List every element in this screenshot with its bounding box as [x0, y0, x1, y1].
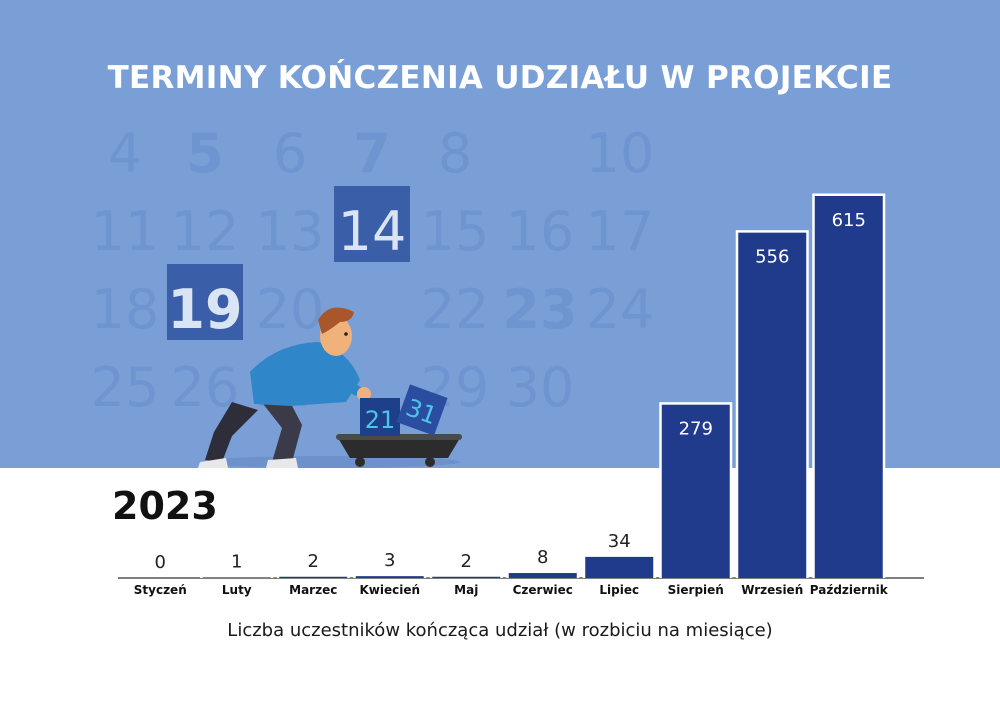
- data-label: 3: [384, 550, 395, 571]
- x-tick-label: Sierpień: [668, 583, 724, 597]
- chart-title: TERMINY KOŃCZENIA UDZIAŁU W PROJEKCIE: [107, 60, 893, 96]
- bar-outline: [429, 574, 503, 578]
- x-tick-label: Styczeń: [134, 583, 187, 597]
- x-tick-label: Kwiecień: [359, 583, 420, 597]
- x-tick-label: Luty: [222, 583, 252, 597]
- bar: [814, 196, 883, 578]
- calendar-day-26: 26: [171, 356, 240, 419]
- calendar-day-7: 7: [353, 122, 391, 185]
- calendar-day-5: 5: [186, 122, 224, 185]
- calendar-day-18: 18: [91, 278, 160, 341]
- data-label: 615: [832, 210, 866, 231]
- bar-outline: [200, 574, 274, 578]
- calendar-highlight-19: [167, 264, 243, 340]
- cart-box-31: [396, 384, 448, 436]
- x-tick-label: Czerwiec: [513, 583, 573, 597]
- x-axis-label: Liczba uczestników kończąca udział (w ro…: [227, 620, 773, 641]
- bar-outline: [353, 573, 427, 578]
- data-label: 34: [608, 531, 631, 552]
- calendar-day-8: 8: [438, 122, 472, 185]
- bar: [585, 556, 654, 578]
- data-label: 8: [537, 547, 548, 568]
- bar-outline: [276, 574, 350, 578]
- bar: [661, 404, 730, 578]
- calendar-highlight-14: [334, 186, 410, 262]
- calendar-day-30: 30: [506, 356, 575, 419]
- calendar-day-22: 22: [421, 278, 490, 341]
- calendar-day-12: 12: [171, 200, 240, 263]
- calendar-day-16: 16: [506, 200, 575, 263]
- calendar-day-19: 19: [167, 278, 242, 341]
- man-pushing-cart-illustration: 21 31: [198, 307, 462, 468]
- bar: [202, 577, 271, 578]
- data-label: 2: [308, 551, 319, 572]
- data-label: 2: [461, 551, 472, 572]
- calendar-day-25: 25: [91, 356, 160, 419]
- calendar-day-20: 20: [256, 278, 325, 341]
- cart-box-21: [360, 398, 400, 436]
- data-label: 1: [231, 551, 242, 572]
- data-label: 0: [155, 552, 166, 573]
- x-tick-label: Wrzesień: [741, 583, 803, 597]
- calendar-day-24: 24: [586, 278, 655, 341]
- calendar-day-23: 23: [502, 278, 577, 341]
- calendar-day-6: 6: [273, 122, 307, 185]
- calendar-day-17: 17: [586, 200, 655, 263]
- calendar-day-14: 14: [338, 200, 407, 263]
- cart-box-21-number: 21: [365, 406, 396, 434]
- x-tick-label: Październik: [810, 583, 889, 597]
- bar: [508, 573, 577, 578]
- calendar-day-11: 11: [91, 200, 160, 263]
- bar: [279, 576, 348, 578]
- x-tick-label: Marzec: [289, 583, 337, 597]
- calendar-day-13: 13: [256, 200, 325, 263]
- x-tick-label: Lipiec: [599, 583, 639, 597]
- data-label: 279: [679, 419, 713, 440]
- calendar-day-4: 4: [108, 122, 142, 185]
- data-label: 556: [755, 247, 789, 268]
- year-label: 2023: [112, 484, 218, 528]
- bars-group: 0 Styczeń 1 Luty 2 Marzec 3 Kwiecień 2 Maj 8 Czerwi…: [134, 193, 889, 597]
- bar: [738, 232, 807, 578]
- bar: [432, 576, 501, 578]
- calendar-day-10: 10: [586, 122, 655, 185]
- calendar-day-15: 15: [421, 200, 490, 263]
- bar: [355, 576, 424, 578]
- x-tick-label: Maj: [454, 583, 478, 597]
